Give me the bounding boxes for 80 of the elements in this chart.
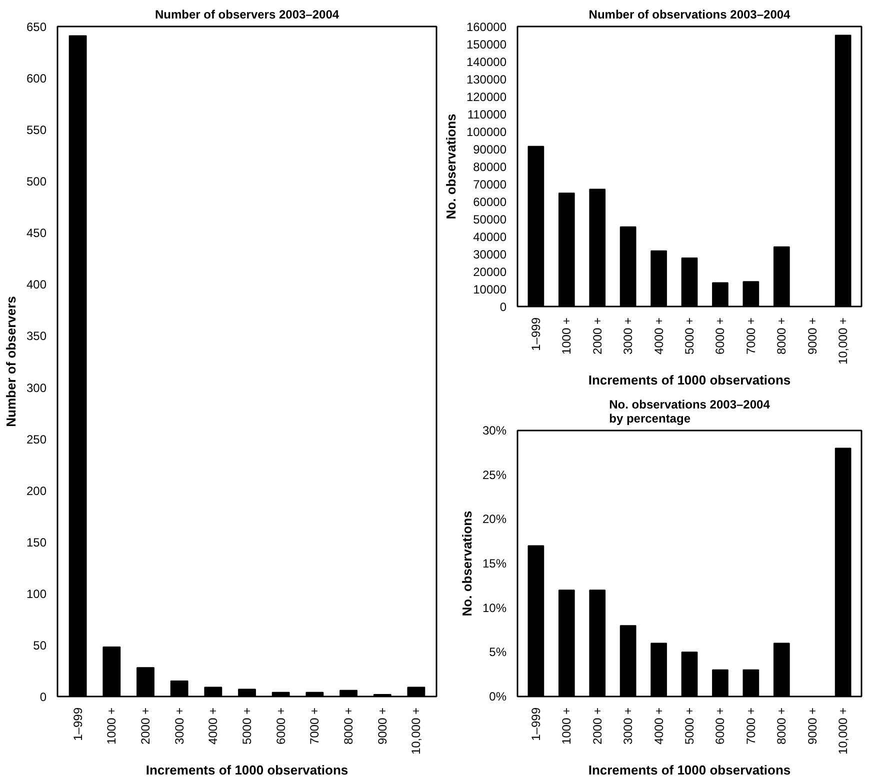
x-tick-label: 1–999 <box>528 707 543 741</box>
x-tick-label: 9000 + <box>805 317 820 355</box>
y-tick-label: 120000 <box>466 90 507 104</box>
y-tick-label: 10000 <box>473 282 507 296</box>
x-tick-label: 1–999 <box>70 707 85 741</box>
x-tick-label: 5000 + <box>682 707 696 745</box>
x-tick-label: 6000 + <box>274 707 288 745</box>
y-tick-label: 140000 <box>466 55 507 69</box>
y-tick-label: 450 <box>26 226 47 240</box>
x-tick-label: 1–999 <box>528 317 543 351</box>
y-tick-label: 20% <box>482 512 507 526</box>
chart-title: Number of observations 2003–2004 <box>588 8 791 22</box>
x-tick-label: 2000 + <box>590 707 604 745</box>
y-tick-label: 5% <box>489 645 507 660</box>
y-axis-title: Number of observers <box>3 296 18 427</box>
y-tick-label: 300 <box>26 380 47 395</box>
x-tick-label: 7000 + <box>308 707 322 745</box>
chart-title: Number of observers 2003–2004 <box>154 8 340 22</box>
y-tick-label: 160000 <box>466 20 507 34</box>
y-tick-label: 30% <box>482 424 507 438</box>
x-tick-label: 8000 + <box>342 707 356 745</box>
x-tick-label: 8000 + <box>774 317 789 355</box>
x-tick-label: 2000 + <box>590 317 604 355</box>
y-tick-label: 100000 <box>466 125 507 139</box>
y-tick-label: 500 <box>26 174 47 189</box>
x-tick-label: 1000 + <box>560 707 574 745</box>
x-tick-label: 10,000 + <box>836 708 850 755</box>
y-tick-label: 30000 <box>473 248 507 262</box>
y-tick-label: 100 <box>26 586 47 601</box>
y-tick-label: 70000 <box>473 178 507 192</box>
y-tick-label: 25% <box>482 468 507 482</box>
x-tick-label: 2000 + <box>138 707 152 745</box>
y-tick-label: 90000 <box>473 142 507 156</box>
x-tick-label: 10,000 + <box>409 708 424 755</box>
y-axis-title: No. observations <box>443 114 458 220</box>
y-tick-label: 0 <box>500 300 507 314</box>
x-tick-label: 8000 + <box>774 707 789 745</box>
y-tick-label: 550 <box>26 123 47 138</box>
x-tick-label: 3000 + <box>172 707 186 745</box>
x-tick-label: 10,000 + <box>836 318 850 365</box>
y-tick-label: 110000 <box>467 108 507 122</box>
y-tick-label: 0 <box>40 690 47 704</box>
x-tick-label: 3000 + <box>621 317 636 355</box>
y-tick-label: 60000 <box>473 195 507 209</box>
y-tick-label: 50 <box>33 638 47 652</box>
x-tick-label: 7000 + <box>744 317 758 355</box>
y-tick-label: 350 <box>26 329 47 344</box>
y-tick-label: 15% <box>482 556 507 570</box>
y-tick-label: 650 <box>26 20 47 34</box>
y-tick-label: 400 <box>26 278 47 292</box>
y-tick-label: 130000 <box>466 72 507 86</box>
y-tick-label: 200 <box>26 484 47 498</box>
x-axis-title: Increments of 1000 observations <box>588 762 791 778</box>
x-tick-label: 9000 + <box>375 707 390 745</box>
x-tick-label: 4000 + <box>652 707 666 745</box>
y-tick-label: 150000 <box>466 38 507 52</box>
y-tick-label: 10% <box>482 600 507 615</box>
x-tick-label: 3000 + <box>621 707 636 745</box>
x-axis-title: Increments of 1000 observations <box>588 372 791 388</box>
x-tick-label: 4000 + <box>206 707 220 745</box>
y-tick-label: 150 <box>26 535 47 550</box>
x-tick-label: 6000 + <box>713 317 728 355</box>
y-axis-title: No. observations <box>459 510 474 616</box>
x-tick-label: 6000 + <box>713 707 728 745</box>
x-tick-label: 1000 + <box>104 707 119 745</box>
y-tick-label: 600 <box>26 72 47 86</box>
y-tick-label: 20000 <box>473 265 507 279</box>
chart-title: No. observations 2003–2004 by percentage <box>609 398 770 426</box>
y-tick-label: 40000 <box>473 230 507 244</box>
y-tick-label: 0% <box>489 690 507 704</box>
x-tick-label: 7000 + <box>744 707 758 745</box>
y-tick-label: 80000 <box>473 160 507 174</box>
x-tick-label: 5000 + <box>240 707 254 745</box>
x-tick-label: 4000 + <box>652 317 666 355</box>
y-tick-label: 50000 <box>473 212 507 226</box>
x-axis-title: Increments of 1000 observations <box>146 762 348 778</box>
y-tick-label: 250 <box>26 432 47 446</box>
x-tick-label: 5000 + <box>682 317 696 355</box>
x-tick-label: 9000 + <box>805 707 820 745</box>
x-tick-label: 1000 + <box>560 317 574 355</box>
